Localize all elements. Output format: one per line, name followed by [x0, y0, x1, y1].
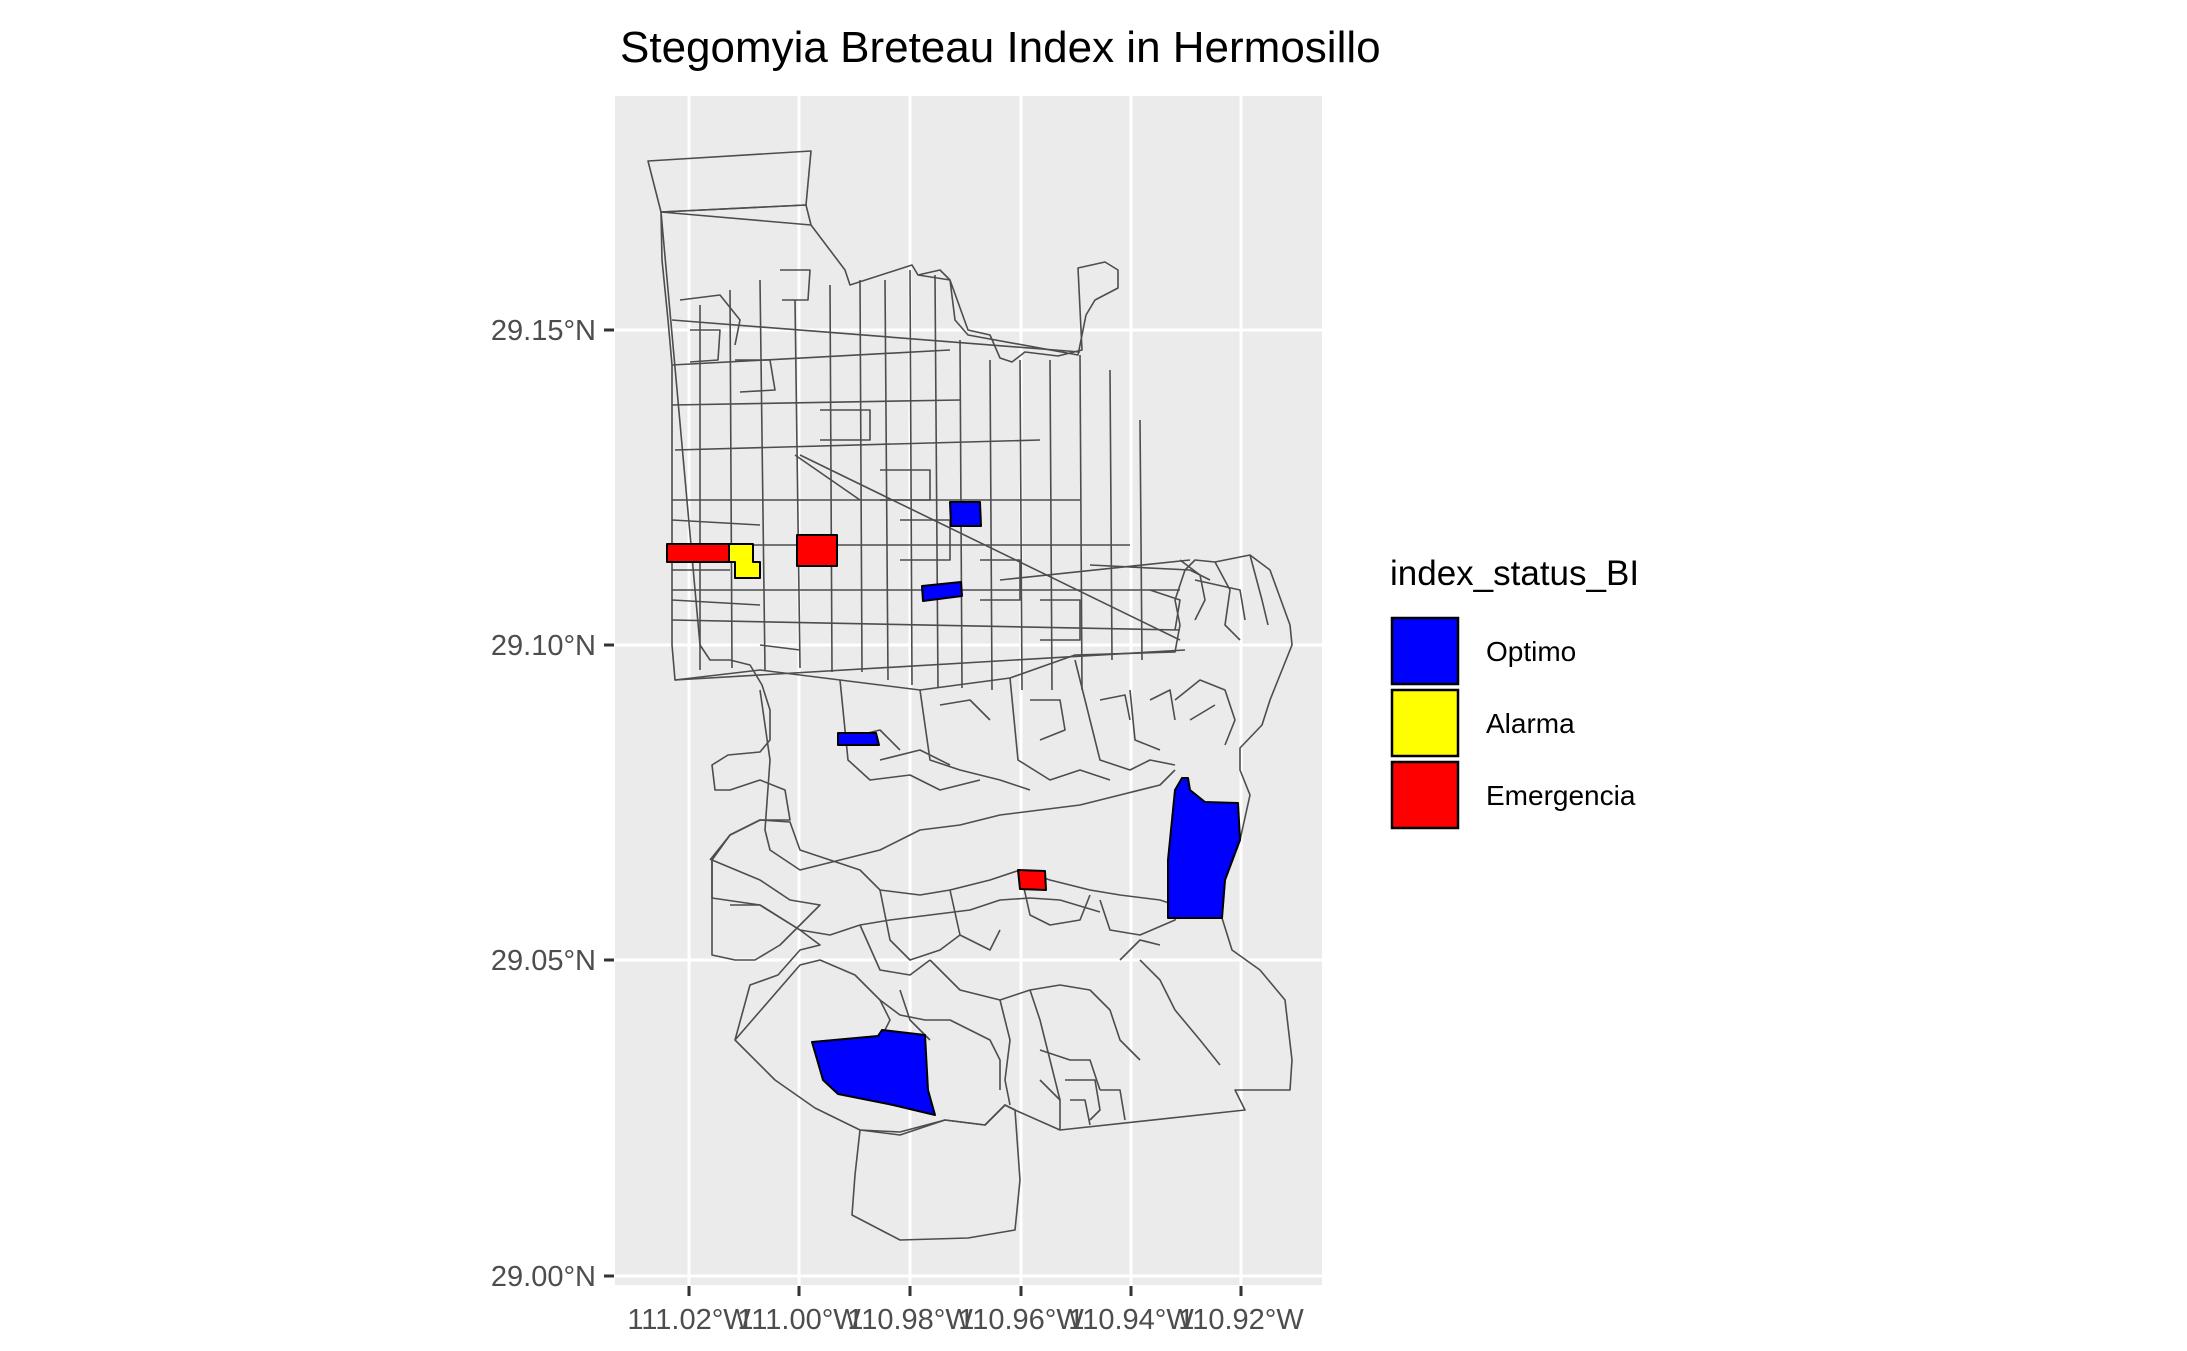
emergencia-polygon — [796, 534, 838, 567]
status-polygons — [666, 501, 1241, 1116]
optimo-polygon — [837, 732, 880, 746]
optimo-polygon — [811, 1029, 936, 1116]
x-tick-label: 110.96°W — [958, 1304, 1084, 1336]
x-tick-label: 110.92°W — [1178, 1304, 1304, 1336]
district-polygon — [851, 1104, 1021, 1241]
legend-swatch-optimo — [1390, 616, 1460, 686]
emergencia-polygon — [666, 543, 731, 563]
legend: index_status_BI Optimo Alarma Emergencia — [1390, 554, 1639, 830]
alarma-polygon — [728, 543, 761, 579]
optimo-polygon — [921, 581, 963, 602]
y-tick-label: 29.00°N — [491, 1261, 596, 1293]
map-title: Stegomyia Breteau Index in Hermosillo — [620, 23, 1381, 72]
y-axis: 29.15°N 29.10°N 29.05°N 29.00°N — [491, 315, 614, 1293]
optimo-polygon — [949, 501, 982, 527]
district-polygon — [660, 204, 1119, 363]
x-tick-label: 111.00°W — [737, 1304, 861, 1336]
y-tick-label: 29.10°N — [491, 630, 596, 662]
legend-label-alarma: Alarma — [1486, 708, 1575, 739]
y-tick-label: 29.05°N — [491, 945, 596, 977]
optimo-polygon — [1167, 777, 1241, 919]
x-tick-label: 110.94°W — [1068, 1304, 1194, 1336]
legend-label-optimo: Optimo — [1486, 636, 1576, 667]
legend-label-emergencia: Emergencia — [1486, 780, 1636, 811]
city-polygons — [647, 150, 1293, 1241]
emergencia-polygon — [1017, 869, 1047, 891]
legend-title: index_status_BI — [1390, 554, 1639, 593]
legend-swatch-alarma — [1390, 688, 1460, 758]
x-tick-label: 110.98°W — [847, 1304, 973, 1336]
panel-background — [615, 96, 1322, 1285]
legend-swatch-emergencia — [1390, 760, 1460, 830]
district-polygon — [711, 859, 821, 961]
x-axis: 111.02°W 111.00°W 110.98°W 110.96°W 110.… — [627, 1286, 1304, 1336]
x-tick-label: 111.02°W — [627, 1304, 751, 1336]
y-tick-label: 29.15°N — [491, 315, 596, 347]
